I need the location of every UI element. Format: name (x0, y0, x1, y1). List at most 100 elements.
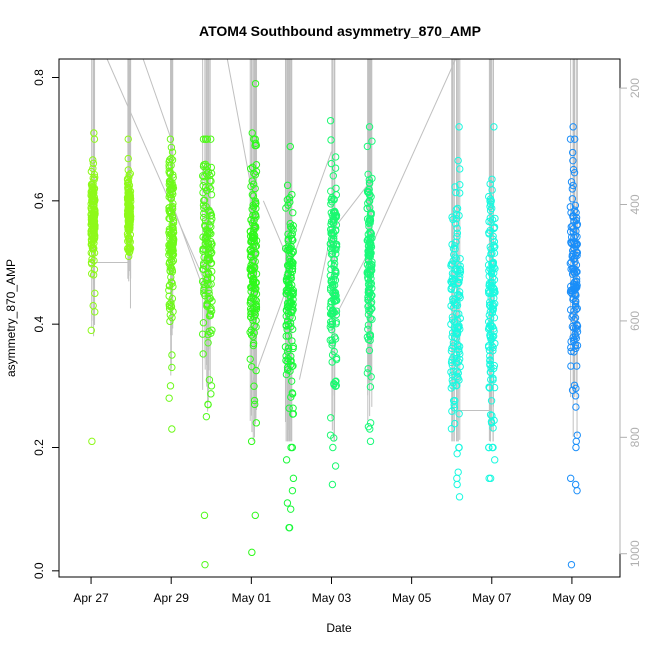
data-point (206, 247, 214, 255)
data-point (456, 362, 464, 371)
data-point (286, 198, 294, 206)
data-point (286, 223, 295, 231)
data-point (447, 384, 455, 392)
data-point (124, 166, 132, 174)
data-point (204, 400, 212, 409)
data-point (248, 191, 257, 199)
data-point (251, 242, 260, 251)
data-point (453, 229, 462, 237)
data-point (91, 210, 99, 218)
y-tick-label: 0.0 (32, 562, 46, 579)
data-point (449, 245, 458, 253)
x-tick-label: Apr 29 (154, 591, 190, 605)
data-point (486, 331, 494, 339)
data-point (449, 382, 457, 390)
data-point (452, 206, 461, 214)
data-point (365, 123, 374, 131)
data-point (90, 206, 98, 215)
data-point (205, 286, 213, 295)
data-point (331, 164, 340, 172)
data-point (368, 258, 376, 266)
data-point (486, 352, 494, 360)
data-point (571, 201, 580, 210)
data-point (168, 351, 176, 359)
data-point (283, 181, 292, 190)
data-point (567, 347, 575, 356)
data-point (203, 135, 212, 143)
data-point (207, 304, 215, 312)
data-point (124, 252, 133, 261)
data-point (449, 354, 457, 362)
data-point (456, 189, 464, 197)
data-point (486, 384, 494, 392)
data-point (125, 225, 133, 233)
data-point (250, 308, 259, 316)
data-point (199, 201, 208, 209)
data-point (247, 261, 255, 270)
data-point (455, 493, 464, 501)
y2-axis: 200 400 600 800 1000 (619, 78, 642, 567)
data-point (288, 262, 297, 270)
data-point (571, 239, 579, 247)
data-point (251, 184, 259, 193)
data-point (328, 480, 337, 489)
data-point (365, 346, 374, 355)
data-point (455, 310, 463, 318)
data-point (453, 480, 461, 489)
data-point (169, 219, 178, 227)
data-point (203, 300, 211, 308)
data-point (486, 302, 494, 310)
data-point (88, 437, 96, 446)
data-point (451, 183, 459, 191)
data-point (365, 222, 373, 231)
data-point (252, 323, 260, 331)
data-point (289, 209, 297, 217)
data-point (91, 289, 99, 298)
data-point (572, 437, 580, 446)
data-point (204, 339, 212, 347)
x-tick-label: May 05 (392, 591, 432, 605)
data-point (204, 238, 212, 247)
data-point (286, 142, 294, 151)
data-point (87, 258, 96, 267)
data-point (365, 238, 374, 246)
data-point (90, 244, 98, 253)
y-tick-label: 0.6 (32, 192, 46, 209)
data-point (488, 175, 496, 183)
data-point (449, 304, 458, 312)
data-point (487, 269, 496, 278)
data-point (124, 216, 132, 225)
data-point (126, 169, 134, 178)
data-point (449, 379, 457, 387)
data-point (450, 400, 458, 409)
data-point (451, 295, 459, 304)
data-point (488, 249, 496, 257)
data-point (288, 443, 297, 452)
data-point (251, 257, 259, 266)
data-point (568, 290, 576, 298)
data-point (488, 443, 497, 452)
data-point (367, 373, 375, 381)
data-point (327, 325, 336, 334)
data-point (252, 300, 260, 309)
data-point (90, 239, 98, 247)
data-point (166, 207, 175, 215)
data-point (366, 307, 374, 315)
data-point (326, 116, 335, 125)
data-point (330, 259, 339, 268)
data-point (282, 456, 291, 464)
data-point (569, 181, 577, 190)
data-point (88, 249, 97, 258)
data-point (331, 153, 340, 161)
data-point (284, 332, 293, 340)
data-point (252, 366, 260, 375)
data-point (364, 199, 372, 207)
data-point (167, 299, 175, 307)
data-point (487, 218, 495, 226)
data-point (366, 336, 374, 345)
data-point (282, 332, 290, 340)
data-point (167, 278, 176, 286)
data-point (485, 474, 493, 483)
data-point (573, 486, 581, 495)
data-point (567, 178, 576, 186)
